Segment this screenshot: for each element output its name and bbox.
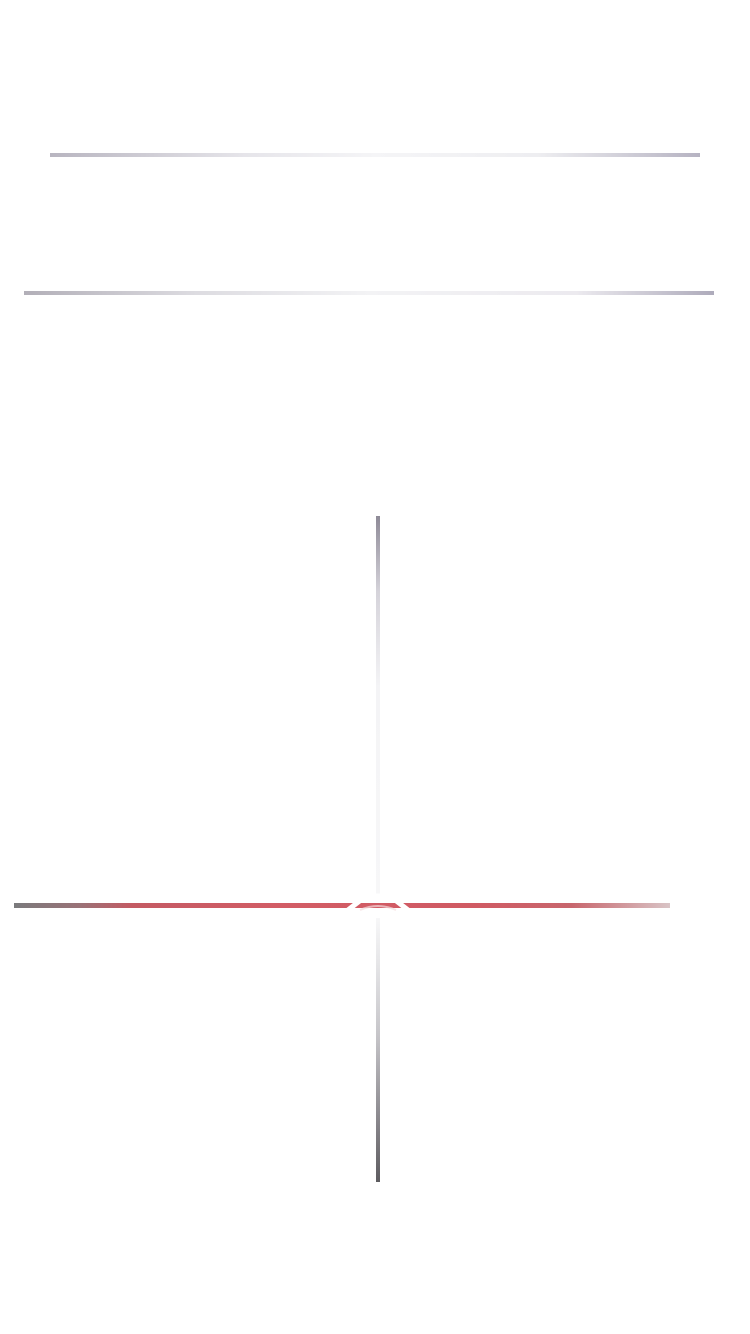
chevron-lens-icon: [345, 893, 411, 913]
middle-divider-line: [24, 291, 714, 295]
top-divider-line: [50, 153, 700, 157]
vertical-line-lower: [376, 918, 380, 1182]
vertical-line-upper: [376, 516, 380, 896]
red-horizontal-line: [14, 903, 670, 908]
